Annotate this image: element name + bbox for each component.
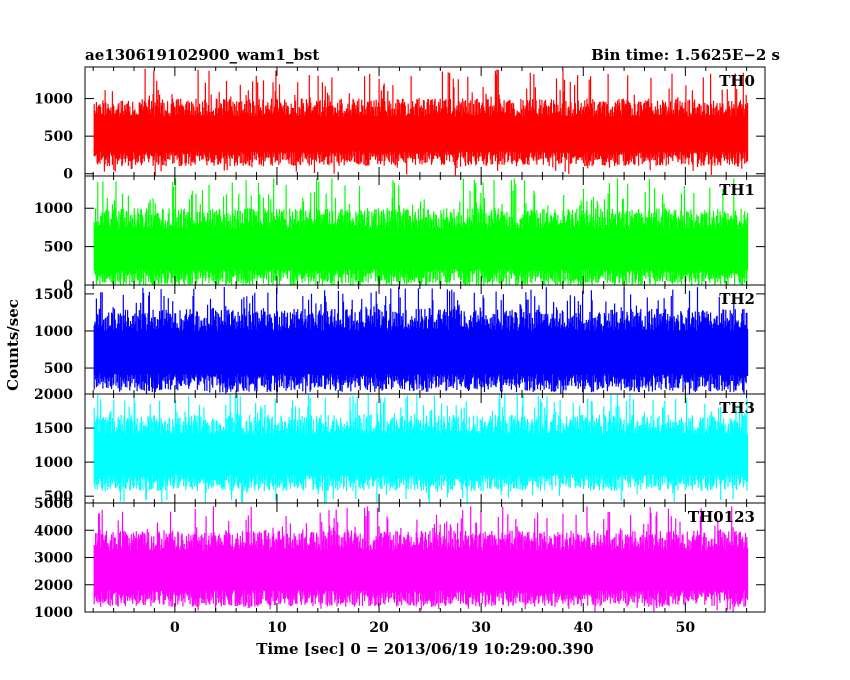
y-tick-label: 500 [44,240,73,256]
y-tick-label: 1000 [34,324,73,340]
panel-label-th0: TH0 [719,72,755,90]
series-core-th1 [94,232,748,270]
x-tick-label: 10 [267,620,287,636]
y-tick-label: 0 [63,167,73,183]
y-tick-label: 1000 [34,455,73,471]
series-core-th0 [94,119,748,152]
x-axis-label: Time [sec] 0 = 2013/06/19 10:29:00.390 [256,640,593,658]
y-tick-label: 1000 [34,605,73,621]
series-core-th2 [94,334,748,374]
panel-label-th1: TH1 [719,181,755,199]
y-tick-label: 5000 [34,496,73,512]
chart-title-left: ae130619102900_wam1_bst [85,46,319,64]
series-core-th3 [94,438,748,475]
y-tick-label: 1000 [34,201,73,217]
x-tick-label: 40 [574,620,594,636]
y-tick-label: 0 [63,278,73,294]
x-tick-label: 0 [170,620,180,636]
y-tick-label: 1500 [34,287,73,303]
panel-label-th3: TH3 [719,399,755,417]
y-tick-label: 1500 [34,421,73,437]
panel-label-th2: TH2 [719,290,755,308]
y-tick-label: 500 [44,129,73,145]
y-tick-label: 1000 [34,92,73,108]
y-axis-label: Counts/sec [4,299,22,391]
x-tick-label: 50 [676,620,696,636]
y-tick-label: 2000 [34,387,73,403]
panel-label-th0123: TH0123 [688,508,755,526]
y-tick-label: 4000 [34,523,73,539]
y-tick-label: 500 [44,489,73,505]
y-tick-label: 2000 [34,578,73,594]
x-tick-label: 20 [369,620,389,636]
y-tick-label: 3000 [34,551,73,567]
y-tick-label: 500 [44,361,73,377]
x-tick-label: 30 [471,620,491,636]
chart-title-right: Bin time: 1.5625E−2 s [591,46,780,64]
series-core-th0123 [94,554,748,591]
